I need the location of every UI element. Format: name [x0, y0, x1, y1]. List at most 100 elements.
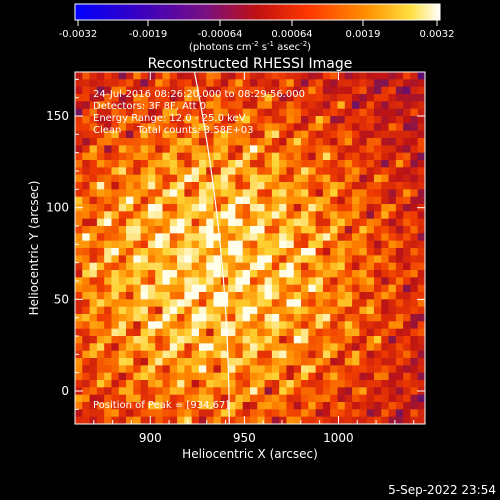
- image-pixel: [315, 72, 324, 80]
- image-pixel: [89, 387, 98, 396]
- image-pixel: [104, 174, 112, 183]
- image-pixel: [381, 182, 389, 190]
- image-pixel: [228, 299, 236, 308]
- image-pixel: [286, 350, 295, 359]
- image-pixel: [198, 72, 207, 80]
- image-pixel: [220, 321, 229, 330]
- image-pixel: [242, 306, 251, 315]
- image-pixel: [403, 79, 411, 88]
- image-pixel: [344, 72, 353, 80]
- image-pixel: [169, 350, 178, 359]
- image-pixel: [410, 196, 419, 205]
- image-pixel: [359, 167, 368, 176]
- image-pixel: [322, 409, 331, 418]
- image-pixel: [344, 270, 353, 278]
- image-pixel: [417, 277, 425, 286]
- image-pixel: [322, 240, 331, 249]
- image-pixel: [293, 174, 302, 183]
- image-pixel: [89, 182, 98, 190]
- image-pixel: [242, 218, 251, 227]
- image-pixel: [162, 167, 171, 176]
- image-pixel: [308, 336, 317, 344]
- image-pixel: [220, 101, 229, 110]
- image-pixel: [352, 387, 360, 396]
- image-pixel: [381, 416, 389, 424]
- image-pixel: [104, 402, 112, 410]
- image-pixel: [330, 189, 338, 198]
- image-pixel: [286, 255, 295, 264]
- image-pixel: [373, 380, 382, 388]
- image-pixel: [82, 380, 90, 388]
- image-pixel: [330, 226, 338, 234]
- image-pixel: [75, 358, 83, 366]
- image-pixel: [126, 328, 134, 337]
- image-pixel: [126, 211, 134, 220]
- image-pixel: [417, 248, 425, 256]
- image-pixel: [271, 101, 280, 110]
- image-pixel: [417, 196, 425, 205]
- image-pixel: [322, 314, 331, 322]
- image-pixel: [410, 402, 419, 410]
- image-pixel: [315, 101, 324, 110]
- image-pixel: [133, 270, 142, 278]
- image-pixel: [75, 101, 83, 110]
- chart-title: Reconstructed RHESSI Image: [148, 56, 353, 72]
- image-pixel: [344, 130, 353, 139]
- image-pixel: [403, 409, 411, 418]
- image-pixel: [322, 174, 331, 183]
- image-pixel: [126, 189, 134, 198]
- image-pixel: [140, 130, 149, 139]
- image-pixel: [118, 167, 127, 176]
- image-pixel: [104, 328, 112, 337]
- image-pixel: [388, 380, 397, 388]
- image-pixel: [177, 270, 185, 278]
- y-axis-label: Heliocentric Y (arcsec): [27, 181, 41, 316]
- image-pixel: [337, 365, 346, 374]
- image-pixel: [293, 343, 302, 352]
- image-pixel: [220, 218, 229, 227]
- image-pixel: [373, 130, 382, 139]
- image-pixel: [89, 358, 98, 366]
- image-pixel: [184, 94, 193, 102]
- image-pixel: [366, 189, 375, 198]
- image-pixel: [162, 189, 171, 198]
- image-pixel: [381, 262, 389, 271]
- image-pixel: [96, 409, 105, 418]
- image-pixel: [213, 160, 222, 168]
- image-pixel: [373, 204, 382, 212]
- image-pixel: [111, 233, 120, 242]
- image-pixel: [286, 299, 295, 308]
- image-pixel: [366, 292, 375, 300]
- image-pixel: [169, 218, 178, 227]
- image-pixel: [403, 86, 411, 95]
- image-pixel: [89, 189, 98, 198]
- image-pixel: [381, 299, 389, 308]
- image-pixel: [206, 387, 214, 396]
- image-pixel: [352, 130, 360, 139]
- image-pixel: [344, 328, 353, 337]
- image-pixel: [352, 123, 360, 132]
- image-pixel: [293, 321, 302, 330]
- image-pixel: [169, 314, 178, 322]
- image-pixel: [104, 416, 112, 424]
- image-pixel: [169, 152, 178, 161]
- image-pixel: [242, 167, 251, 176]
- image-pixel: [293, 72, 302, 80]
- image-pixel: [315, 79, 324, 88]
- image-pixel: [177, 314, 185, 322]
- image-pixel: [250, 72, 258, 80]
- image-pixel: [359, 402, 368, 410]
- image-pixel: [228, 270, 236, 278]
- image-pixel: [359, 138, 368, 146]
- image-pixel: [111, 402, 120, 410]
- image-pixel: [104, 409, 112, 418]
- image-pixel: [133, 299, 142, 308]
- image-pixel: [373, 94, 382, 102]
- image-pixel: [257, 372, 265, 381]
- image-pixel: [155, 248, 163, 256]
- image-pixel: [220, 314, 229, 322]
- image-pixel: [198, 321, 207, 330]
- image-pixel: [403, 174, 411, 183]
- image-pixel: [140, 299, 149, 308]
- image-pixel: [264, 167, 273, 176]
